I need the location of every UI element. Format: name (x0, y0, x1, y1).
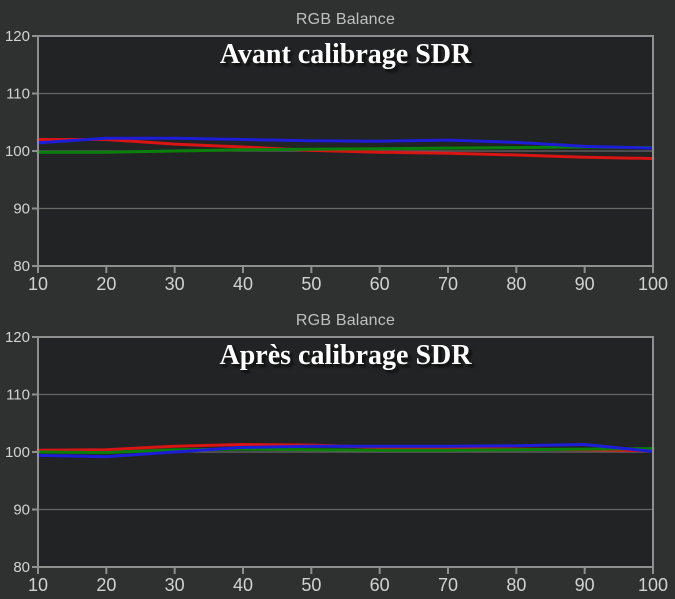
y-tick-label-80: 80 (13, 258, 30, 275)
x-tick-label-50: 50 (301, 575, 321, 595)
series-line-green (36, 145, 655, 154)
x-tick-label-40: 40 (233, 575, 253, 595)
y-tick-label-120: 120 (5, 329, 30, 346)
series-line-green (36, 447, 655, 455)
series-line-blue (36, 136, 655, 150)
y-tick-label-120: 120 (5, 28, 30, 45)
series-line-blue (36, 443, 655, 459)
chart-before-plot: 80 90 100 110 120 10 20 30 40 50 60 70 80 90 100 (5, 28, 668, 294)
x-tick-label-60: 60 (370, 274, 390, 294)
y-tick-label-100: 100 (5, 143, 30, 160)
x-tick-label-70: 70 (438, 575, 458, 595)
y-tick-label-110: 110 (6, 387, 30, 404)
series-line-red (36, 138, 655, 160)
x-tick-label-40: 40 (233, 274, 253, 294)
x-tick-label-20: 20 (96, 274, 116, 294)
y-tick-label-90: 90 (13, 201, 30, 218)
chart-title-after: RGB Balance (295, 312, 396, 329)
x-tick-label-80: 80 (506, 575, 526, 595)
y-tick-label-100: 100 (5, 444, 30, 461)
x-tick-label-30: 30 (165, 274, 185, 294)
x-tick-label-100: 100 (638, 575, 668, 595)
x-tick-label-10: 10 (28, 274, 48, 294)
x-tick-label-30: 30 (165, 575, 185, 595)
x-tick-label-90: 90 (575, 575, 595, 595)
chart-after-plot: 80 90 100 110 120 10 20 30 40 50 60 70 80 90 100 (5, 329, 668, 595)
plot-frame (37, 336, 654, 568)
x-tick-label-80: 80 (506, 274, 526, 294)
chart-title-before: RGB Balance (295, 11, 396, 28)
x-tick-label-100: 100 (638, 274, 668, 294)
chart-before-calibration: RGB Balance 80 90 100 110 120 10 20 30 40 50 60 70 8… (0, 0, 675, 298)
x-tick-label-90: 90 (575, 274, 595, 294)
plot-frame (37, 35, 654, 267)
annotation-after: Après calibrage SDR (219, 340, 472, 371)
y-tick-label-90: 90 (13, 502, 30, 519)
annotation-before: Avant calibrage SDR (219, 39, 472, 70)
x-tick-label-60: 60 (370, 575, 390, 595)
chart-after-calibration: RGB Balance 80 90 100 110 120 10 20 30 40 50 60 70 8… (0, 301, 675, 599)
y-tick-label-80: 80 (13, 559, 30, 576)
x-tick-label-50: 50 (301, 274, 321, 294)
x-tick-label-10: 10 (28, 575, 48, 595)
x-tick-label-20: 20 (96, 575, 116, 595)
x-tick-label-70: 70 (438, 274, 458, 294)
y-tick-label-110: 110 (6, 86, 30, 103)
